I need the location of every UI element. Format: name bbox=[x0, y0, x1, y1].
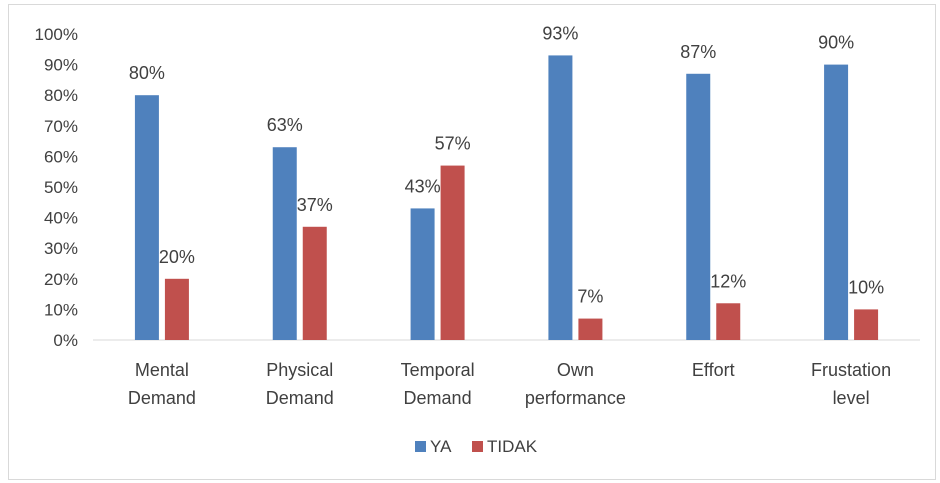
data-label-ya: 93% bbox=[542, 23, 578, 43]
legend-label-ya: YA bbox=[430, 437, 452, 456]
data-label-ya: 90% bbox=[818, 33, 854, 53]
y-tick-label: 0% bbox=[53, 331, 78, 350]
x-category-label: Effort bbox=[692, 360, 735, 380]
data-label-ya: 87% bbox=[680, 42, 716, 62]
x-category-label: Temporal bbox=[401, 360, 475, 380]
data-label-ya: 43% bbox=[405, 176, 441, 196]
y-tick-label: 100% bbox=[35, 25, 78, 44]
bar-ya bbox=[134, 95, 159, 340]
bar-tidak bbox=[440, 165, 465, 340]
x-category-label: performance bbox=[525, 388, 626, 408]
y-tick-label: 20% bbox=[44, 270, 78, 289]
bar-ya bbox=[686, 73, 711, 340]
x-category-label: Physical bbox=[266, 360, 333, 380]
bar-tidak bbox=[164, 278, 189, 340]
legend-swatch-tidak bbox=[472, 441, 483, 452]
legend-swatch-ya bbox=[415, 441, 426, 452]
x-category-label: Frustation bbox=[811, 360, 891, 380]
x-category-label: level bbox=[833, 388, 870, 408]
data-label-tidak: 20% bbox=[159, 247, 195, 267]
data-label-tidak: 57% bbox=[435, 134, 471, 154]
y-tick-label: 70% bbox=[44, 117, 78, 136]
data-label-ya: 80% bbox=[129, 63, 165, 83]
y-tick-label: 90% bbox=[44, 56, 78, 75]
bar-ya bbox=[410, 208, 435, 340]
data-label-ya: 63% bbox=[267, 115, 303, 135]
bar-ya bbox=[824, 64, 849, 340]
x-category-label: Own bbox=[557, 360, 594, 380]
y-tick-label: 50% bbox=[44, 178, 78, 197]
chart-frame bbox=[8, 4, 936, 480]
x-category-label: Mental bbox=[135, 360, 189, 380]
y-tick-label: 30% bbox=[44, 239, 78, 258]
data-label-tidak: 7% bbox=[577, 287, 603, 307]
bar-tidak bbox=[854, 309, 879, 340]
data-label-tidak: 12% bbox=[710, 271, 746, 291]
y-tick-label: 80% bbox=[44, 86, 78, 105]
x-category-label: Demand bbox=[404, 388, 472, 408]
bar-ya bbox=[548, 55, 573, 341]
x-category-label: Demand bbox=[128, 388, 196, 408]
y-tick-label: 40% bbox=[44, 209, 78, 228]
bar-tidak bbox=[578, 318, 603, 340]
data-label-tidak: 10% bbox=[848, 277, 884, 297]
legend-label-tidak: TIDAK bbox=[487, 437, 538, 456]
y-tick-label: 60% bbox=[44, 147, 78, 166]
data-label-tidak: 37% bbox=[297, 195, 333, 215]
bar-tidak bbox=[716, 303, 741, 340]
bar-ya bbox=[272, 147, 297, 340]
bar-tidak bbox=[302, 226, 327, 340]
y-tick-label: 10% bbox=[44, 300, 78, 319]
x-category-label: Demand bbox=[266, 388, 334, 408]
